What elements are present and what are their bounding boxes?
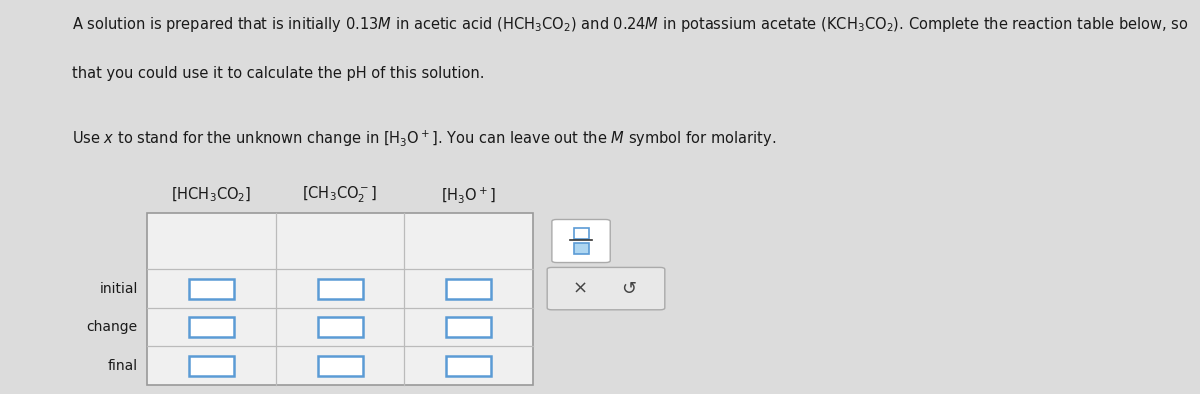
Text: Use $x$ to stand for the unknown change in $\left[\mathsf{H_3O^+}\right]$. You c: Use $x$ to stand for the unknown change … <box>72 128 776 149</box>
Text: ×: × <box>572 280 588 297</box>
FancyBboxPatch shape <box>574 243 588 254</box>
FancyBboxPatch shape <box>446 317 491 337</box>
FancyBboxPatch shape <box>148 213 533 385</box>
Text: change: change <box>86 320 138 334</box>
FancyBboxPatch shape <box>190 355 234 375</box>
FancyBboxPatch shape <box>446 279 491 299</box>
FancyBboxPatch shape <box>574 228 588 239</box>
Text: $\left[\mathsf{HCH_3CO_2}\right]$: $\left[\mathsf{HCH_3CO_2}\right]$ <box>172 186 252 204</box>
FancyBboxPatch shape <box>190 317 234 337</box>
Text: initial: initial <box>100 282 138 296</box>
FancyBboxPatch shape <box>190 279 234 299</box>
Text: $\left[\mathsf{CH_3CO_2^-}\right]$: $\left[\mathsf{CH_3CO_2^-}\right]$ <box>302 185 378 205</box>
FancyBboxPatch shape <box>318 279 362 299</box>
FancyBboxPatch shape <box>318 355 362 375</box>
Text: A solution is prepared that is initially 0.13$M$ in acetic acid $\mathsf{\left(H: A solution is prepared that is initially… <box>72 15 1188 34</box>
FancyBboxPatch shape <box>318 317 362 337</box>
Text: that you could use it to calculate the pH of this solution.: that you could use it to calculate the p… <box>72 66 485 81</box>
Text: ↺: ↺ <box>622 280 637 297</box>
FancyBboxPatch shape <box>446 355 491 375</box>
Text: final: final <box>108 359 138 373</box>
FancyBboxPatch shape <box>547 268 665 310</box>
FancyBboxPatch shape <box>552 219 611 262</box>
Text: $\left[\mathsf{H_3O^+}\right]$: $\left[\mathsf{H_3O^+}\right]$ <box>442 185 497 205</box>
